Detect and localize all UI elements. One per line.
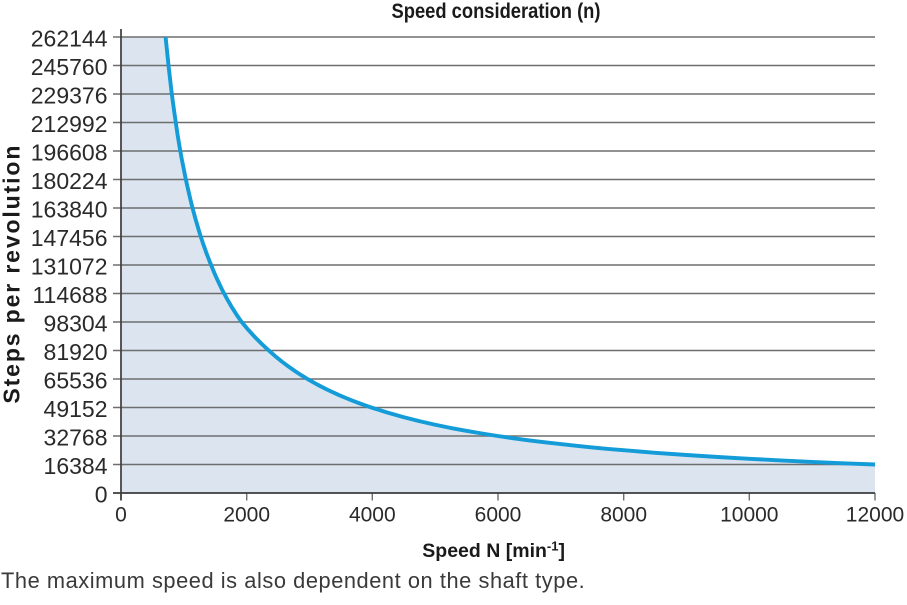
svg-text:131072: 131072 [31, 253, 108, 279]
svg-text:196608: 196608 [31, 139, 108, 165]
svg-text:147456: 147456 [31, 225, 108, 251]
svg-text:12000: 12000 [846, 503, 904, 526]
svg-text:2000: 2000 [223, 503, 270, 526]
svg-text:4000: 4000 [349, 503, 396, 526]
svg-text:65536: 65536 [44, 367, 108, 393]
svg-text:229376: 229376 [31, 82, 108, 108]
svg-text:0: 0 [115, 503, 127, 526]
svg-text:98304: 98304 [44, 310, 108, 336]
svg-text:6000: 6000 [475, 503, 522, 526]
svg-text:114688: 114688 [32, 282, 107, 308]
svg-text:Speed consideration (n): Speed consideration (n) [392, 0, 601, 23]
svg-text:212992: 212992 [31, 111, 108, 137]
svg-text:Speed N [min-1]: Speed N [min-1] [422, 539, 565, 563]
svg-text:262144: 262144 [31, 25, 108, 51]
svg-text:245760: 245760 [31, 54, 108, 80]
svg-text:16384: 16384 [44, 453, 108, 479]
svg-text:Steps per revolution: Steps per revolution [0, 146, 25, 404]
svg-text:81920: 81920 [44, 339, 108, 365]
svg-text:8000: 8000 [600, 503, 647, 526]
svg-text:163840: 163840 [31, 196, 108, 222]
svg-text:0: 0 [95, 481, 108, 507]
svg-text:32768: 32768 [44, 424, 108, 450]
svg-text:180224: 180224 [31, 168, 108, 194]
svg-text:The maximum speed is also depe: The maximum speed is also dependent on t… [1, 568, 585, 593]
svg-text:49152: 49152 [44, 396, 108, 422]
svg-text:10000: 10000 [720, 503, 778, 526]
